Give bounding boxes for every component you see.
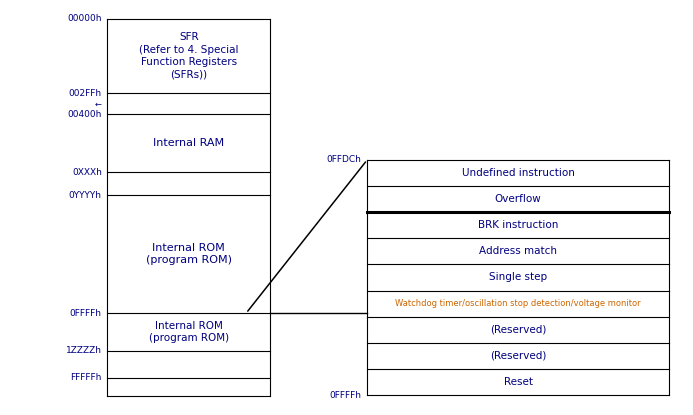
Text: FFFFFh: FFFFFh <box>71 373 102 382</box>
Text: Single step: Single step <box>489 272 547 283</box>
Text: 0XXXh: 0XXXh <box>72 168 102 177</box>
Text: ←: ← <box>95 99 102 108</box>
Text: 0YYYYh: 0YYYYh <box>69 190 102 200</box>
Text: Internal ROM
(program ROM): Internal ROM (program ROM) <box>149 321 229 343</box>
Text: SFR
(Refer to 4. Special
Function Registers
(SFRs)): SFR (Refer to 4. Special Function Regist… <box>139 32 238 80</box>
Text: 0FFFFh: 0FFFFh <box>70 309 102 318</box>
Text: Internal RAM: Internal RAM <box>153 138 225 148</box>
Text: Overflow: Overflow <box>495 194 541 204</box>
Text: 0FFFFh: 0FFFFh <box>330 391 362 400</box>
Text: BRK instruction: BRK instruction <box>478 220 558 230</box>
Text: 002FFh: 002FFh <box>69 89 102 98</box>
Text: (Reserved): (Reserved) <box>490 325 546 335</box>
Text: (Reserved): (Reserved) <box>490 351 546 361</box>
Text: 00400h: 00400h <box>67 110 102 119</box>
Text: Reset: Reset <box>504 377 532 387</box>
Text: 00000h: 00000h <box>67 14 102 23</box>
Text: Address match: Address match <box>479 246 557 256</box>
Text: Watchdog timer/oscillation stop detection/voltage monitor: Watchdog timer/oscillation stop detectio… <box>395 299 641 308</box>
Text: Internal ROM
(program ROM): Internal ROM (program ROM) <box>146 243 232 265</box>
Text: Undefined instruction: Undefined instruction <box>462 168 574 178</box>
Text: 1ZZZZh: 1ZZZZh <box>66 346 102 355</box>
Text: 0FFDCh: 0FFDCh <box>327 155 362 164</box>
